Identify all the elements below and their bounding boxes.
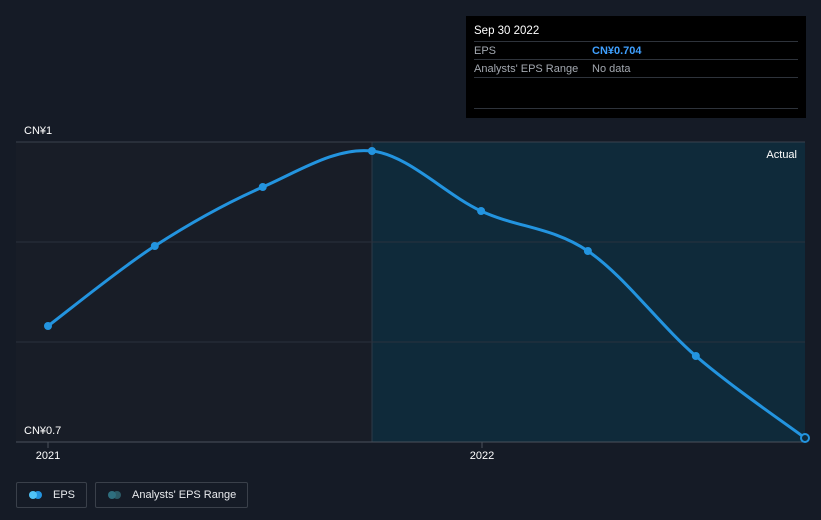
legend-label-eps: EPS: [53, 489, 76, 501]
range-swatch-icon: [108, 491, 124, 499]
actual-region: [372, 142, 805, 442]
eps-point[interactable]: [150, 242, 159, 250]
x-tick-label-2022: 2022: [470, 450, 494, 462]
eps-swatch-dot-back: [34, 491, 42, 499]
past-region: [16, 142, 372, 442]
eps-point[interactable]: [583, 247, 592, 255]
legend-item-analysts-range[interactable]: Analysts' EPS Range: [95, 482, 249, 508]
eps-point[interactable]: [691, 352, 700, 360]
legend: EPS Analysts' EPS Range: [16, 482, 249, 508]
tooltip-eps-label: EPS: [474, 44, 497, 57]
x-tick-label-2021: 2021: [36, 450, 60, 462]
legend-item-eps[interactable]: EPS: [16, 482, 88, 508]
gridlines: [16, 141, 805, 343]
eps-series: [44, 147, 810, 443]
range-swatch-dot-back: [113, 491, 122, 499]
eps-point[interactable]: [258, 183, 267, 191]
eps-point[interactable]: [367, 147, 376, 155]
tooltip-range-label: Analysts' EPS Range: [474, 62, 579, 75]
y-tick-label-bottom: CN¥0.7: [24, 425, 61, 437]
legend-label-analysts-range: Analysts' EPS Range: [132, 489, 237, 501]
tooltip-range-value: No data: [592, 62, 631, 75]
eps-point[interactable]: [44, 322, 52, 330]
y-tick-label-top: CN¥1: [24, 125, 52, 137]
eps-swatch-dot-front: [29, 491, 37, 499]
eps-point[interactable]: [477, 207, 486, 215]
tooltip-date: Sep 30 2022: [474, 25, 540, 37]
tooltip-divider: [474, 108, 798, 109]
tooltip-row-range: Analysts' EPS Range No data: [474, 59, 798, 78]
eps-point[interactable]: [800, 433, 810, 443]
eps-swatch-icon: [29, 491, 45, 499]
eps-line: [46, 149, 807, 440]
tooltip-row-eps: EPS CN¥0.704: [474, 41, 798, 59]
range-swatch-dot-front: [108, 491, 117, 499]
tooltip: Sep 30 2022 EPS CN¥0.704 Analysts' EPS R…: [466, 16, 806, 118]
region-label-actual: Actual: [766, 149, 797, 161]
tooltip-eps-value: CN¥0.704: [592, 44, 642, 57]
